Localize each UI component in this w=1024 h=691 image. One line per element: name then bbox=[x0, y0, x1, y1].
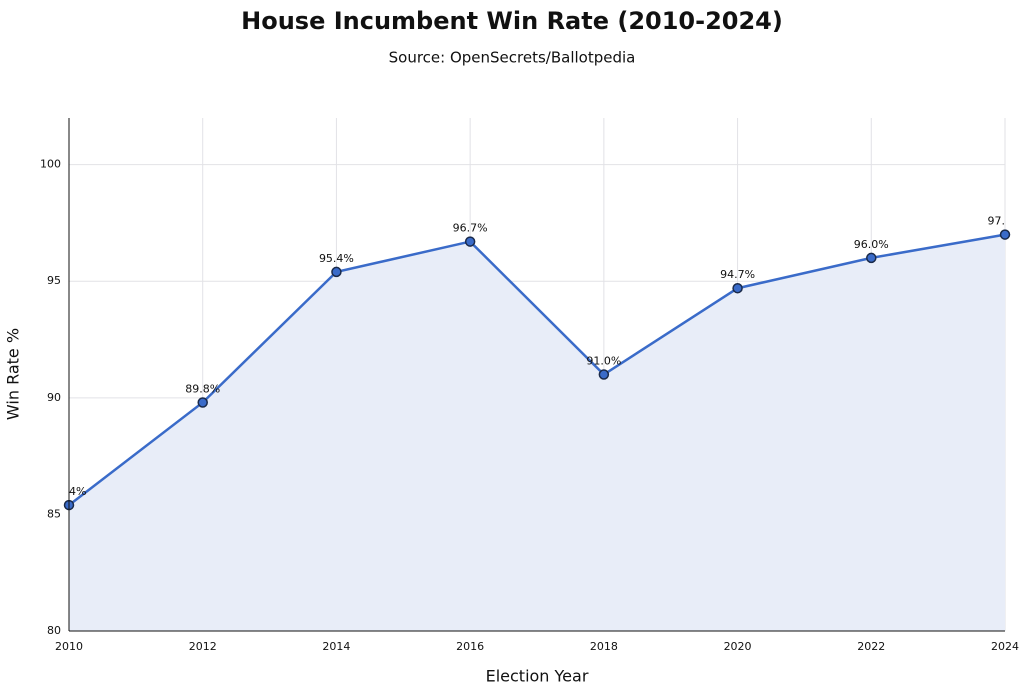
area bbox=[69, 234, 1005, 631]
x-tick-label: 2014 bbox=[322, 640, 350, 653]
point bbox=[331, 266, 342, 278]
line bbox=[68, 233, 1006, 507]
data-label: 91.0% bbox=[586, 355, 621, 368]
point bbox=[197, 397, 208, 408]
plot-area bbox=[63, 229, 1011, 631]
chart-title: House Incumbent Win Rate (2010-2024) bbox=[241, 7, 783, 35]
x-tick-label: 2022 bbox=[857, 640, 885, 653]
ticks: 80 85 90 95 100 2010 2012 2014 2016 2018 2020 2022 2… bbox=[40, 118, 1019, 653]
point bbox=[866, 252, 877, 264]
x-tick-label: 2024 bbox=[991, 640, 1019, 653]
data-labels: 85.4% 89.8% 95.4% 96.7% 91.0% 94.7% 96.0% 97.0% bbox=[52, 215, 1023, 498]
data-label: 89.8% bbox=[185, 382, 220, 395]
x-tick-label: 2016 bbox=[456, 640, 484, 653]
x-tick-label: 2020 bbox=[724, 640, 752, 653]
point bbox=[598, 369, 610, 380]
y-axis-label: Win Rate % bbox=[4, 328, 23, 420]
y-tick-label: 90 bbox=[47, 391, 61, 404]
data-label: 94.7% bbox=[720, 268, 755, 281]
y-tick-label: 80 bbox=[47, 624, 61, 637]
point bbox=[732, 282, 743, 294]
data-label: 95.4% bbox=[319, 252, 354, 265]
chart-subtitle: Source: OpenSecrets/Ballotpedia bbox=[389, 49, 636, 67]
x-axis-label: Election Year bbox=[486, 667, 589, 686]
data-label: 85.4% bbox=[52, 485, 87, 498]
point bbox=[999, 229, 1011, 240]
y-tick-label: 85 bbox=[47, 507, 61, 520]
point bbox=[464, 236, 476, 247]
y-tick-label: 100 bbox=[40, 158, 61, 171]
x-tick-label: 2010 bbox=[55, 640, 83, 653]
y-tick-label: 95 bbox=[47, 274, 61, 287]
data-label: 96.7% bbox=[453, 222, 488, 235]
x-tick-label: 2018 bbox=[590, 640, 618, 653]
x-tick-label: 2012 bbox=[189, 640, 217, 653]
data-label: 97.0% bbox=[988, 215, 1023, 228]
data-label: 96.0% bbox=[854, 238, 889, 251]
